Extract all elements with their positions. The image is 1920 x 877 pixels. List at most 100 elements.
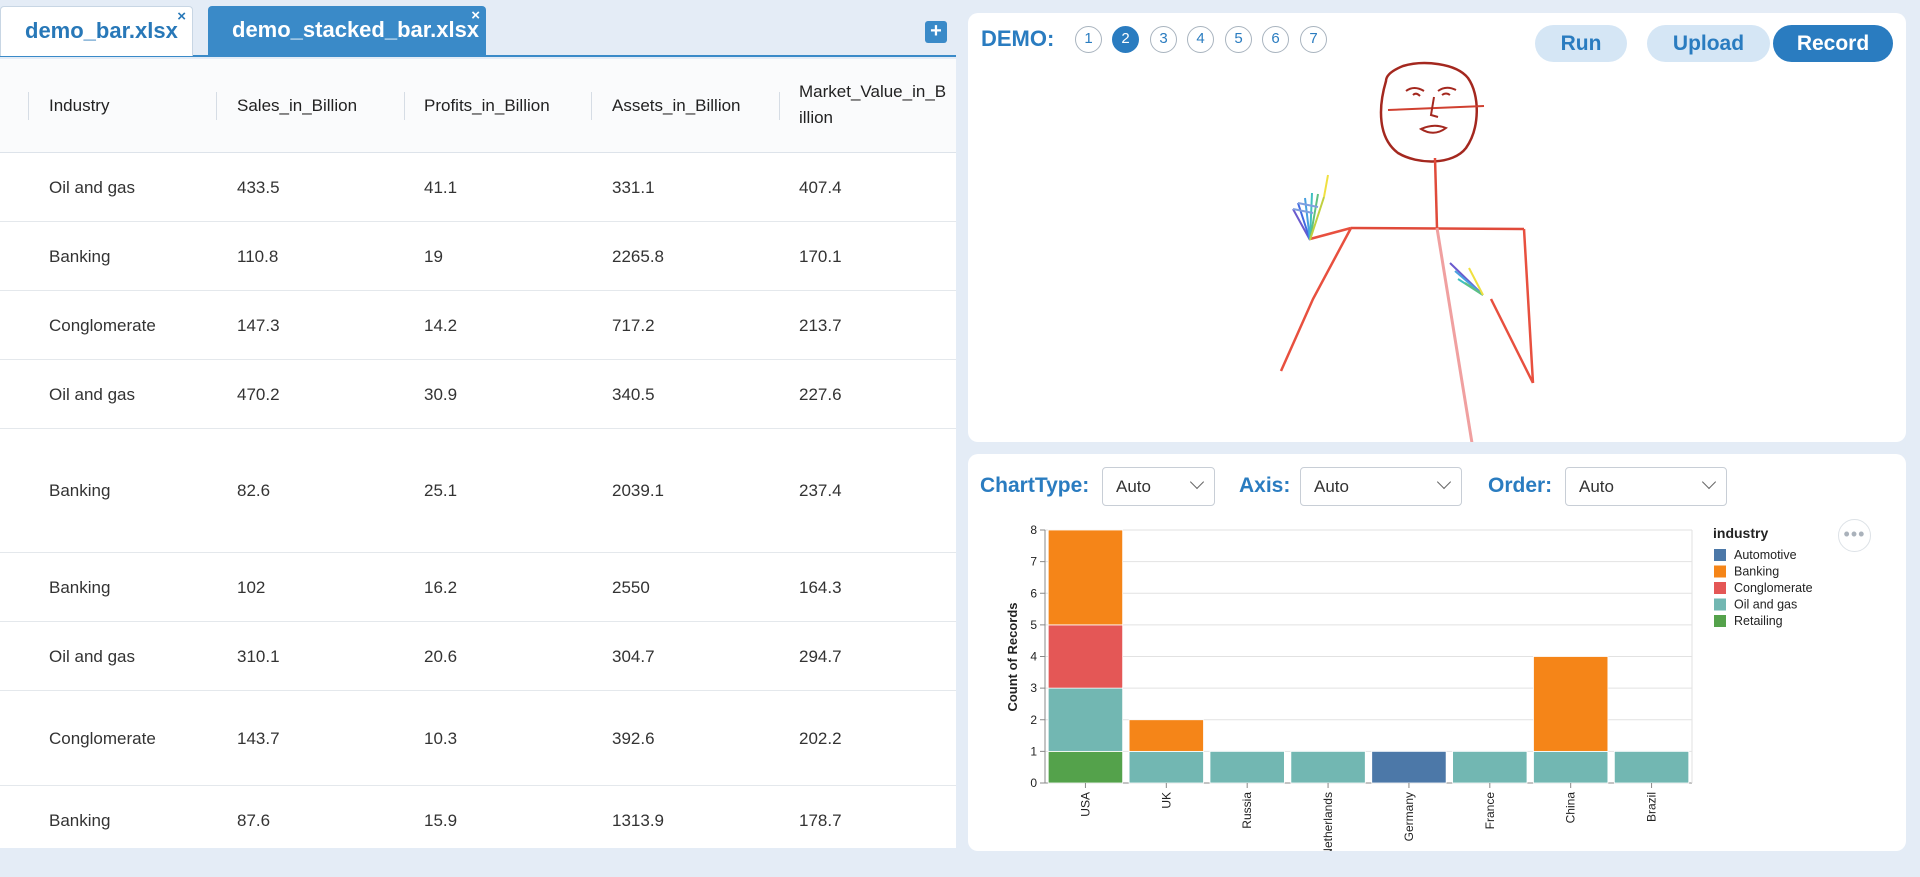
legend-entry: Conglomerate [1734,581,1813,595]
table-cell[interactable]: 294.7 [799,647,842,667]
table-row[interactable]: Oil and gas 470.2 30.9 340.5 227.6 [0,360,956,429]
table-row[interactable]: Banking 82.6 25.1 2039.1 237.4 [0,429,956,553]
table-cell[interactable]: 143.7 [237,729,280,749]
table-cell[interactable]: 392.6 [612,729,655,749]
x-tick-label: Germany [1402,792,1416,841]
table-cell[interactable]: 147.3 [237,316,280,336]
table-cell[interactable]: 102 [237,578,265,598]
sketch-face-line [1388,106,1484,110]
table-cell[interactable]: 87.6 [237,811,270,831]
x-tick-label: USA [1078,792,1092,817]
table-cell[interactable]: 10.3 [424,729,457,749]
bar-segment [1533,657,1607,752]
table-cell[interactable]: 433.5 [237,178,280,198]
table-cell[interactable]: 237.4 [799,481,842,501]
table-cell[interactable]: Banking [49,811,110,831]
table-cell[interactable]: 2039.1 [612,481,664,501]
table-cell[interactable]: 30.9 [424,385,457,405]
demo-number-1[interactable]: 1 [1075,26,1102,53]
table-cell[interactable]: Oil and gas [49,647,135,667]
demo-number-6[interactable]: 6 [1262,26,1289,53]
demo-number-5[interactable]: 5 [1225,26,1252,53]
column-header-market-value[interactable]: Market_Value_in_B illion [799,79,946,131]
close-icon[interactable]: × [471,8,480,24]
table-cell[interactable]: 20.6 [424,647,457,667]
table-row[interactable]: Conglomerate 143.7 10.3 392.6 202.2 [0,691,956,786]
column-separator[interactable] [216,92,217,120]
table-cell[interactable]: 340.5 [612,385,655,405]
column-separator[interactable] [404,92,405,120]
table-cell[interactable]: 470.2 [237,385,280,405]
table-cell[interactable]: 213.7 [799,316,842,336]
column-header-profits[interactable]: Profits_in_Billion [424,93,550,119]
tab-demo-bar[interactable]: demo_bar.xlsx × [0,6,193,56]
upload-button[interactable]: Upload [1647,25,1770,62]
table-row[interactable]: Conglomerate 147.3 14.2 717.2 213.7 [0,291,956,360]
table-cell[interactable]: 1313.9 [612,811,664,831]
table-cell[interactable]: 14.2 [424,316,457,336]
table-cell[interactable]: 2265.8 [612,247,664,267]
table-cell[interactable]: 164.3 [799,578,842,598]
table-cell[interactable]: Banking [49,481,110,501]
table-cell[interactable]: 331.1 [612,178,655,198]
legend-swatch [1714,599,1726,611]
y-tick-label: 6 [1030,586,1037,600]
column-header-industry[interactable]: Industry [49,93,109,119]
file-tab-bar: demo_bar.xlsx × demo_stacked_bar.xlsx × … [0,0,956,57]
close-icon[interactable]: × [177,9,186,25]
demo-number-7[interactable]: 7 [1300,26,1327,53]
column-header-sales[interactable]: Sales_in_Billion [237,93,357,119]
table-cell[interactable]: 2550 [612,578,650,598]
table-row[interactable]: Banking 87.6 15.9 1313.9 178.7 [0,786,956,848]
chart-panel: ChartType: Auto Axis: Auto Order: Auto 0… [968,454,1906,851]
run-button[interactable]: Run [1535,25,1627,62]
demo-number-2[interactable]: 2 [1112,26,1139,53]
table-cell[interactable]: 304.7 [612,647,655,667]
table-row[interactable]: Banking 110.8 19 2265.8 170.1 [0,222,956,291]
y-tick-label: 5 [1030,618,1037,632]
column-separator[interactable] [591,92,592,120]
table-cell[interactable]: 82.6 [237,481,270,501]
column-separator[interactable] [28,92,29,120]
stacked-bar-chart: 0 1 2 3 4 5 6 7 8 USA UK Russia Netherlands Germany Fr… [968,454,1906,851]
tab-demo-stacked-bar[interactable]: demo_stacked_bar.xlsx × [208,6,486,56]
table-cell[interactable]: 717.2 [612,316,655,336]
table-cell[interactable]: 202.2 [799,729,842,749]
table-cell[interactable]: 407.4 [799,178,842,198]
table-cell[interactable]: Oil and gas [49,385,135,405]
record-button[interactable]: Record [1773,25,1893,62]
table-cell[interactable]: Oil and gas [49,178,135,198]
table-cell[interactable]: 25.1 [424,481,457,501]
add-tab-button[interactable]: + [925,21,947,43]
table-cell[interactable]: 41.1 [424,178,457,198]
table-row[interactable]: Banking 102 16.2 2550 164.3 [0,553,956,622]
bar-segment [1210,751,1284,783]
legend-entry: Oil and gas [1734,598,1797,612]
table-cell[interactable]: 19 [424,247,443,267]
y-tick-label: 8 [1030,523,1037,537]
column-header-assets[interactable]: Assets_in_Billion [612,93,741,119]
table-cell[interactable]: 16.2 [424,578,457,598]
sketch-head [1381,63,1477,161]
table-cell[interactable]: Banking [49,578,110,598]
table-cell[interactable]: 170.1 [799,247,842,267]
table-cell[interactable]: 178.7 [799,811,842,831]
table-cell[interactable]: 110.8 [237,247,278,267]
table-cell[interactable]: 15.9 [424,811,457,831]
demo-number-4[interactable]: 4 [1187,26,1214,53]
table-cell[interactable]: 310.1 [237,647,280,667]
table-row[interactable]: Oil and gas 310.1 20.6 304.7 294.7 [0,622,956,691]
sketch-canvas[interactable] [968,13,1906,442]
more-options-button[interactable]: ••• [1838,519,1871,552]
column-separator[interactable] [779,92,780,120]
sketch-mouth [1421,126,1446,133]
table-cell[interactable]: Conglomerate [49,316,156,336]
table-cell[interactable]: Banking [49,247,110,267]
sketch-hand-right [1450,263,1483,295]
table-cell[interactable]: 227.6 [799,385,842,405]
table-row[interactable]: Oil and gas 433.5 41.1 331.1 407.4 [0,153,956,222]
demo-title: DEMO: [981,26,1054,52]
table-cell[interactable]: Conglomerate [49,729,156,749]
y-tick-label: 7 [1030,555,1037,569]
demo-number-3[interactable]: 3 [1150,26,1177,53]
